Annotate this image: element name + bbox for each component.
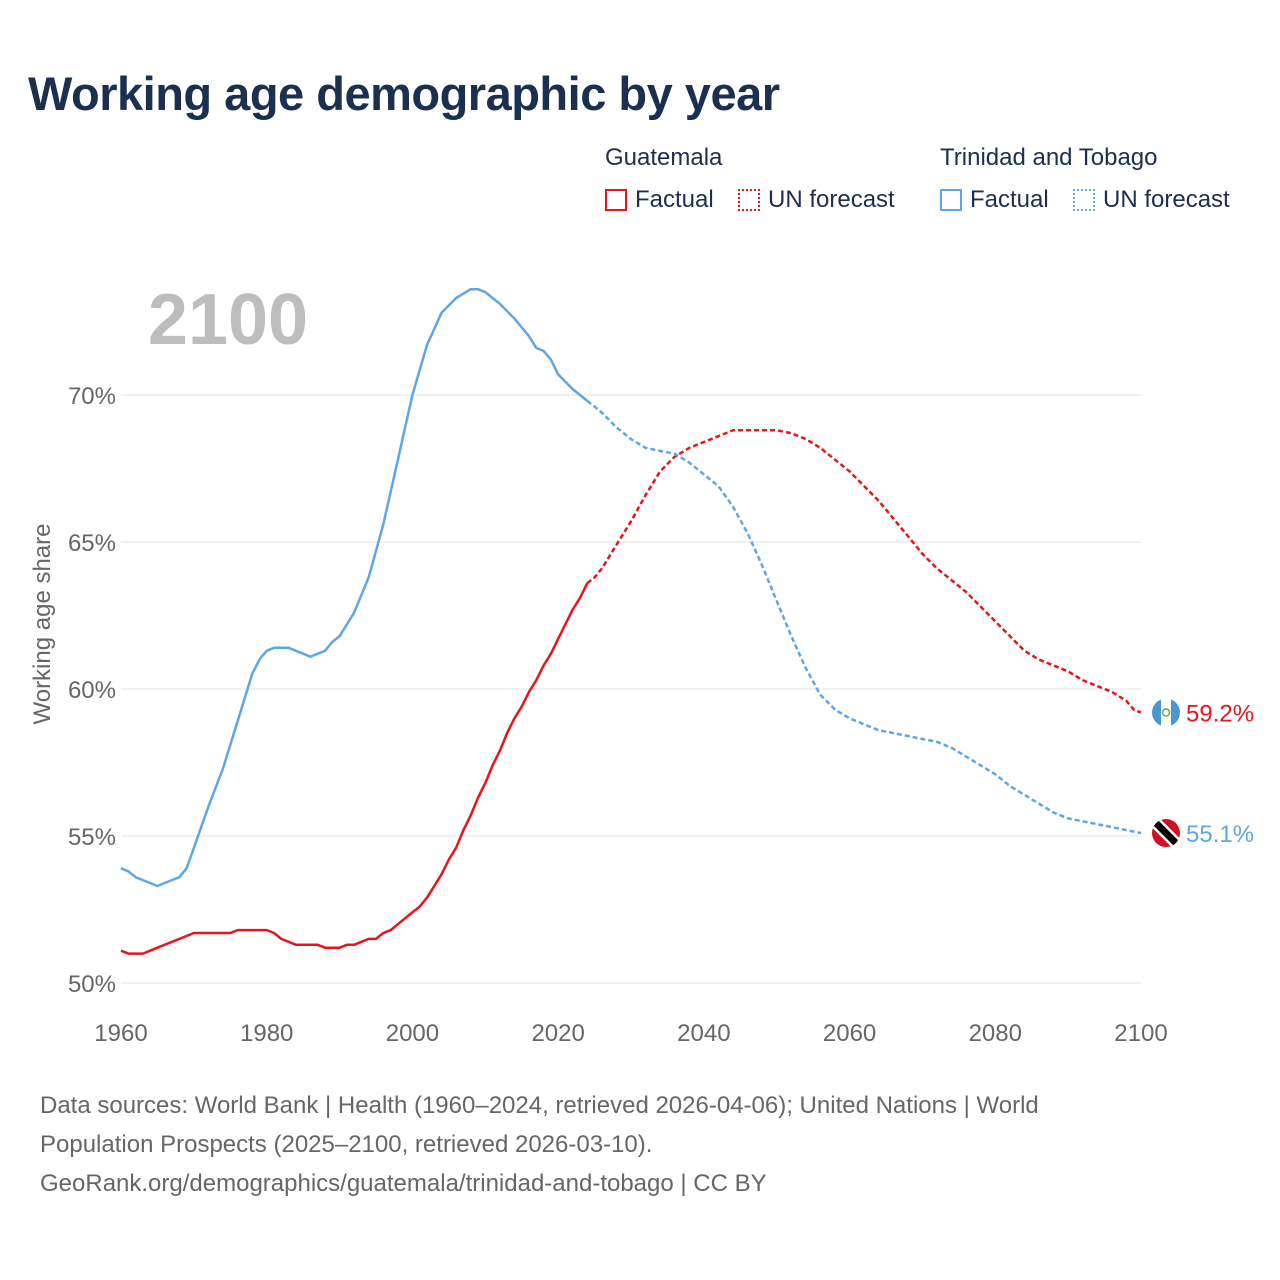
y-tick-label: 65% (68, 530, 116, 557)
y-tick-label: 50% (68, 971, 116, 998)
x-tick-label: 1980 (240, 1020, 293, 1047)
end-label-trinidad: 55.1% (1186, 821, 1254, 848)
legend-item-guatemala-factual[interactable]: Factual (605, 186, 714, 214)
end-label-guatemala: 59.2% (1186, 701, 1254, 728)
y-tick-label: 55% (68, 824, 116, 851)
legend-item-trinidad-forecast[interactable]: UN forecast (1073, 186, 1230, 214)
footer-line-2: Population Prospects (2025–2100, retriev… (40, 1131, 653, 1158)
legend-swatch-solid-red-icon (605, 189, 627, 211)
x-tick-label: 1960 (94, 1020, 147, 1047)
legend-swatch-dotted-red-icon (738, 189, 760, 211)
x-tick-label: 2020 (531, 1020, 584, 1047)
footer-line-3: GeoRank.org/demographics/guatemala/trini… (40, 1170, 767, 1197)
legend-swatch-solid-blue-icon (940, 189, 962, 211)
chart-title: Working age demographic by year (28, 67, 780, 120)
y-axis-label: Working age share (29, 524, 56, 725)
x-tick-label: 2060 (823, 1020, 876, 1047)
footer-line-1: Data sources: World Bank | Health (1960–… (40, 1092, 1039, 1119)
legend-label: Factual (635, 186, 714, 213)
legend-group-trinidad: Trinidad and Tobago (940, 144, 1158, 171)
x-tick-label: 2080 (969, 1020, 1022, 1047)
series-line-guatemala-factual[interactable] (120, 582, 589, 955)
x-tick-label: 2100 (1114, 1020, 1167, 1047)
footer-sources: Data sources: World Bank | Health (1960–… (40, 1086, 1230, 1203)
series-line-trinidad-factual[interactable] (120, 287, 589, 888)
series-line-guatemala-forecast[interactable] (586, 429, 1142, 714)
legend-label: UN forecast (1103, 186, 1230, 213)
y-tick-label: 70% (68, 383, 116, 410)
flag-guatemala-icon (1152, 698, 1180, 727)
legend-group-guatemala: Guatemala (605, 144, 723, 171)
legend-item-guatemala-forecast[interactable]: UN forecast (738, 186, 895, 214)
x-tick-label: 2040 (677, 1020, 730, 1047)
legend-label: UN forecast (768, 186, 895, 213)
flag-trinidad-icon (1152, 819, 1180, 848)
year-watermark: 2100 (148, 280, 308, 360)
legend-swatch-dotted-blue-icon (1073, 189, 1095, 211)
legend-label: Factual (970, 186, 1049, 213)
y-tick-label: 60% (68, 677, 116, 704)
legend-item-trinidad-factual[interactable]: Factual (940, 186, 1049, 214)
x-tick-label: 2000 (386, 1020, 439, 1047)
series-line-trinidad-forecast[interactable] (586, 399, 1142, 835)
